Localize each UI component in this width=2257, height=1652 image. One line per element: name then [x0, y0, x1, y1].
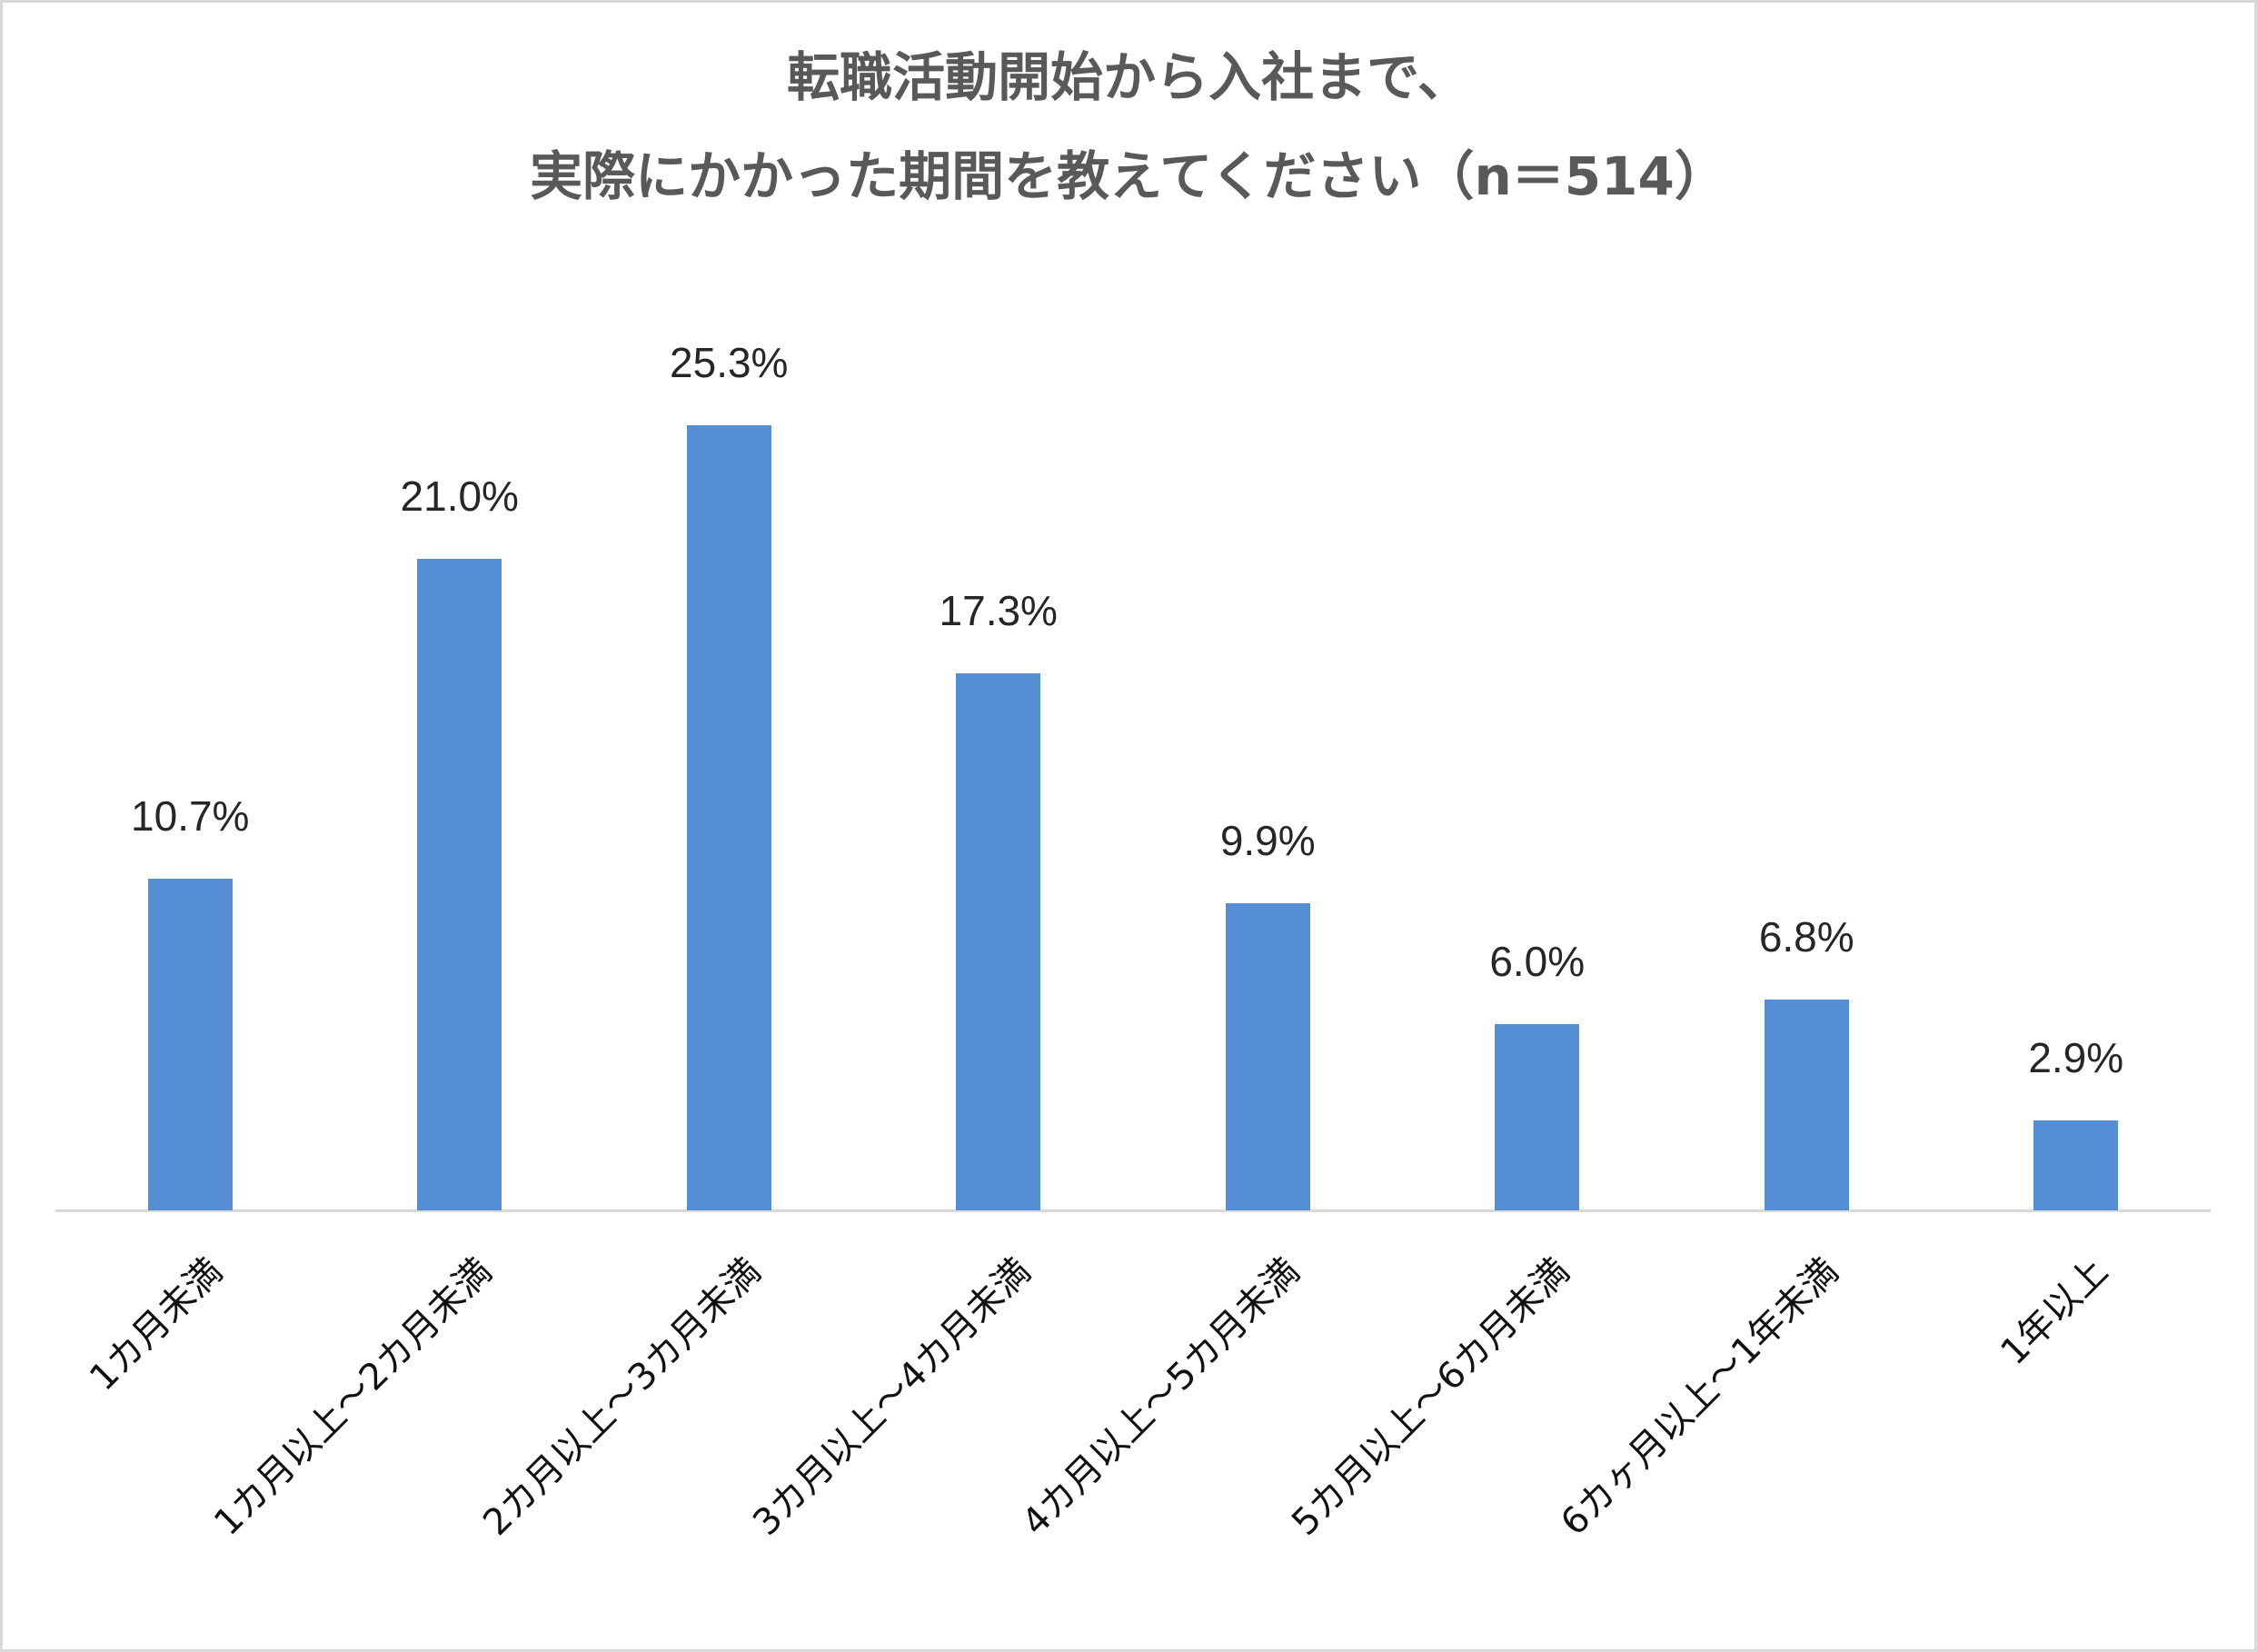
data-label: 17.3% — [939, 587, 1058, 635]
data-label: 25.3% — [670, 339, 789, 386]
x-axis-tick-label: 3カ月以上～4カ月未満 — [745, 1249, 1039, 1544]
data-label: 9.9% — [1219, 816, 1316, 864]
data-label: 21.0% — [400, 472, 519, 520]
bar — [417, 558, 502, 1210]
data-label: 2.9% — [2028, 1033, 2124, 1081]
chart-title-line-1: 転職活動開始から入社まで、 — [787, 46, 1470, 108]
x-axis-tick-label: 1カ月未満 — [81, 1249, 231, 1399]
bar — [2033, 1120, 2119, 1210]
bar — [1495, 1024, 1580, 1210]
data-label: 6.0% — [1489, 938, 1586, 986]
x-axis-line — [55, 1209, 2211, 1212]
x-axis-tick-label: 4カ月以上～5カ月未満 — [1014, 1249, 1308, 1544]
x-axis-tick-label: 1カ月以上～2カ月未満 — [206, 1249, 501, 1544]
x-axis-tick-label: 6カヶ月以上～1年未満 — [1553, 1249, 1847, 1544]
chart-title-line-2: 実際にかかった期間を教えてください（n＝514） — [530, 145, 1727, 207]
bar — [956, 673, 1041, 1210]
x-axis-tick-label: 1年以上 — [1993, 1249, 2117, 1374]
bar — [686, 425, 771, 1210]
bar — [1764, 999, 1849, 1210]
bar — [147, 878, 233, 1210]
x-axis-tick-label: 2カ月以上～3カ月未満 — [475, 1249, 770, 1544]
data-label: 10.7% — [131, 791, 250, 840]
x-axis-tick-label: 5カ月以上～6カ月未満 — [1284, 1249, 1578, 1544]
data-label: 6.8% — [1758, 912, 1854, 960]
bar — [1225, 902, 1310, 1210]
